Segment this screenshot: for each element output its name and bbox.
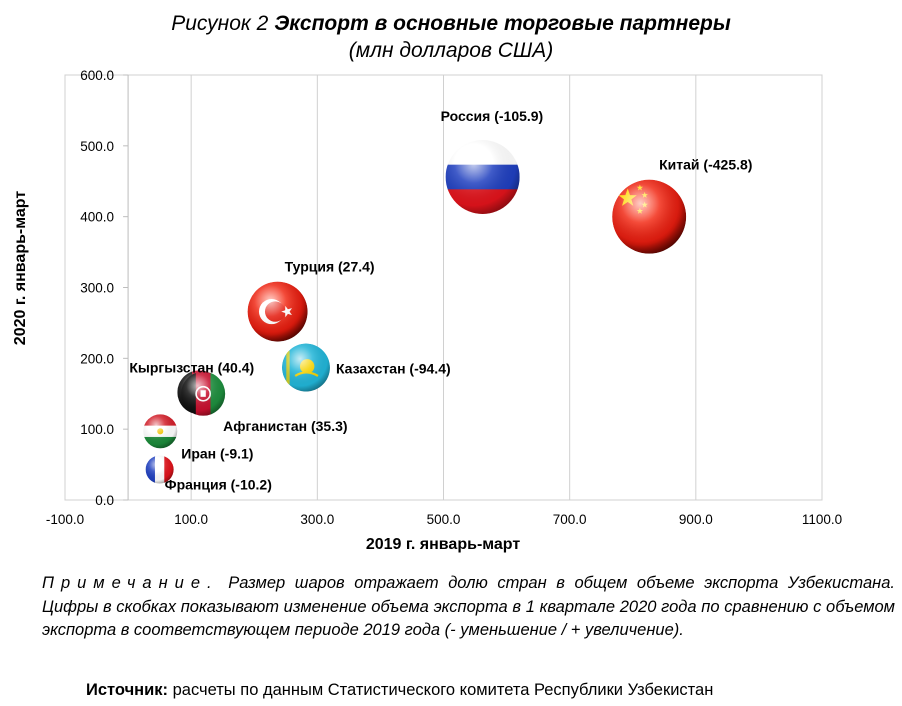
y-tick-label: 400.0 [80, 210, 114, 225]
y-tick-label: 200.0 [80, 351, 114, 366]
bubble-shine [145, 455, 174, 484]
bubble-afghanistan [181, 371, 226, 416]
bubble-chart: -100.0 100.0 300.0 500.0 700.0 900.0 1100.0 0.0… [12, 68, 842, 553]
note-lead: Примечание. [42, 574, 219, 592]
title-units: (млн долларов США) [348, 39, 554, 62]
y-tick-label: 0.0 [95, 493, 114, 508]
x-axis-label: 2019 г. январь-март [366, 536, 521, 553]
source-label: Источник: [86, 681, 169, 699]
x-tick-label: 100.0 [174, 512, 208, 527]
x-tick-label: 1100.0 [802, 512, 842, 527]
bubble-china [612, 179, 687, 254]
x-tick-label: -100.0 [46, 512, 84, 527]
y-tick-label: 300.0 [80, 281, 114, 296]
chart-note: Примечание. Размер шаров отражает долю с… [42, 572, 895, 643]
source-text: расчеты по данным Статистического комите… [172, 681, 714, 699]
bubble-turkey [247, 281, 308, 342]
bubble-shine [247, 281, 308, 342]
point-label-afghanistan: Афганистан (35.3) [223, 418, 347, 434]
point-label-afghanistan-like: Кыргызстан (40.4) [129, 359, 254, 375]
note-text: Размер шаров отражает долю стран в общем… [42, 574, 895, 639]
title-prefix: Рисунок 2 [171, 12, 269, 35]
point-label-turkey: Турция (27.4) [285, 259, 375, 275]
y-tick-label: 500.0 [80, 139, 114, 154]
point-label-china: Китай (-425.8) [659, 157, 752, 173]
point-label-tajik-like: Иран (-9.1) [181, 445, 253, 461]
source-line: Источник: расчеты по данным Статистическ… [86, 681, 713, 700]
bubble-shine [181, 371, 226, 416]
bubble-shine [143, 414, 178, 449]
bubble-shine [445, 140, 520, 214]
chart-title: Рисунок 2 Экспорт в основные торговые па… [0, 10, 902, 64]
bubble-shine [612, 179, 687, 254]
point-label-france: Франция (-10.2) [165, 477, 272, 493]
title-main: Экспорт в основные торговые партнеры [274, 12, 731, 35]
bubble-russia [445, 140, 520, 214]
bubble-kazakhstan [281, 343, 330, 392]
x-tick-label: 700.0 [553, 512, 587, 527]
y-tick-label: 100.0 [80, 422, 114, 437]
bubble-tajik-like [143, 414, 178, 449]
x-tick-label: 900.0 [679, 512, 713, 527]
y-axis-label: 2020 г. январь-март [12, 191, 29, 346]
x-tick-label: 300.0 [300, 512, 334, 527]
bubble-france [145, 455, 174, 484]
bubble-shine [281, 343, 330, 392]
point-label-russia: Россия (-105.9) [441, 108, 544, 124]
x-tick-label: 500.0 [427, 512, 461, 527]
point-label-kazakhstan: Казахстан (-94.4) [336, 361, 451, 377]
y-tick-label: 600.0 [80, 68, 114, 83]
